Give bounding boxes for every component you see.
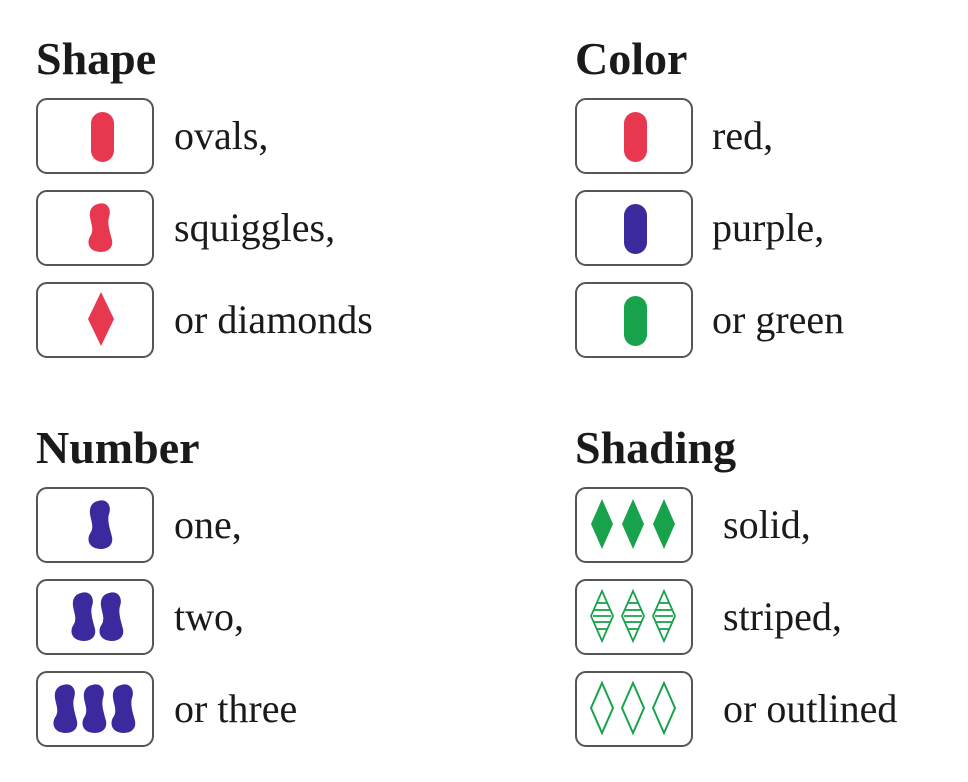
card	[36, 98, 154, 174]
card	[36, 579, 154, 655]
striped-diamonds-icon	[590, 588, 676, 644]
row-label: two,	[174, 594, 244, 639]
red-oval-icon	[624, 112, 647, 162]
section-title-number: Number	[36, 422, 200, 473]
card	[575, 579, 693, 655]
row-label: solid,	[723, 502, 811, 547]
row-label: purple,	[712, 205, 825, 250]
row-label: one,	[174, 502, 242, 547]
one-squiggle-icon	[88, 500, 113, 549]
oval-icon	[91, 112, 114, 162]
section-title-color: Color	[575, 33, 688, 84]
card	[36, 190, 154, 266]
row-label: or outlined	[723, 686, 898, 731]
diamond-icon	[88, 292, 114, 346]
outlined-diamonds-icon	[589, 680, 677, 736]
card	[36, 487, 154, 563]
green-oval-icon	[624, 296, 647, 346]
section-title-shape: Shape	[36, 33, 157, 84]
section-title-shading: Shading	[575, 422, 737, 473]
row-label: ovals,	[174, 113, 269, 158]
card	[575, 671, 693, 747]
card	[575, 487, 693, 563]
solid-diamonds-icon	[591, 499, 675, 549]
card	[36, 282, 154, 358]
three-squiggles-icon	[53, 684, 136, 733]
row-label: striped,	[723, 594, 842, 639]
card	[36, 671, 154, 747]
row-label: red,	[712, 113, 774, 158]
card	[575, 190, 693, 266]
row-label: squiggles,	[174, 205, 336, 250]
squiggle-icon	[88, 203, 113, 252]
card	[575, 282, 693, 358]
two-squiggles-icon	[71, 592, 124, 641]
row-label: or green	[712, 297, 845, 342]
row-label: or three	[174, 686, 298, 731]
purple-oval-icon	[624, 204, 647, 254]
card	[575, 98, 693, 174]
row-label: or diamonds	[174, 297, 373, 342]
